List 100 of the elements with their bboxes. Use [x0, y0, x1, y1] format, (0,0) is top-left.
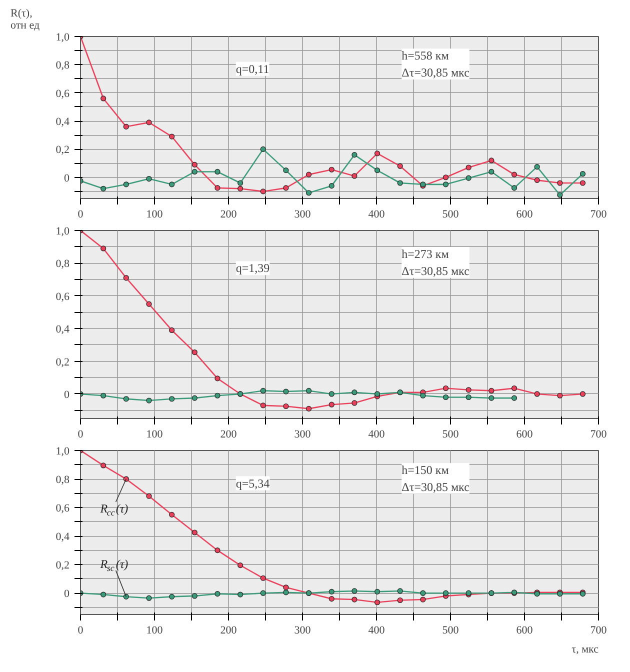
point: [352, 152, 358, 158]
point: [511, 385, 518, 392]
point: [192, 162, 198, 168]
point: [283, 584, 289, 590]
point: [214, 392, 220, 398]
point: [557, 392, 563, 398]
x-tick-label: 500: [442, 428, 460, 440]
point: [352, 390, 358, 396]
point: [580, 391, 586, 397]
point: [397, 588, 403, 594]
point: [192, 395, 198, 401]
point: [466, 175, 472, 181]
point: [352, 400, 358, 406]
point: [100, 186, 106, 192]
point: [123, 275, 129, 281]
annotation: q=1,39: [236, 261, 270, 276]
point: [214, 591, 220, 597]
point: [169, 327, 175, 334]
point: [192, 168, 198, 175]
y-tick-label: 0,8: [56, 60, 70, 72]
point: [328, 391, 334, 397]
point: [238, 562, 244, 568]
point: [352, 173, 358, 179]
point: [146, 398, 152, 404]
point: [488, 158, 494, 164]
x-tick-label: 400: [368, 208, 386, 220]
x-tick-label: 400: [368, 428, 386, 440]
point: [260, 188, 266, 194]
point: [192, 349, 198, 356]
point: [260, 590, 266, 596]
point: [100, 592, 106, 598]
y-tick-label: 0,4: [56, 324, 70, 336]
point: [214, 376, 220, 382]
point: [352, 588, 358, 594]
y-tick-label: 1,0: [56, 226, 70, 238]
point: [283, 403, 289, 410]
point: [169, 182, 175, 188]
point: [466, 387, 472, 393]
x-tick-label: 200: [220, 428, 238, 440]
point: [306, 406, 312, 412]
annotation: q=5,34: [236, 476, 270, 490]
point: [169, 512, 175, 518]
point: [100, 246, 106, 252]
point: [328, 588, 334, 594]
x-tick-label: 600: [516, 208, 534, 220]
x-tick-label: 100: [146, 428, 164, 440]
point: [420, 590, 426, 596]
point: [420, 392, 426, 398]
point: [328, 183, 334, 189]
x-tick-label: 300: [294, 624, 312, 636]
point: [169, 594, 175, 600]
point: [283, 168, 289, 174]
annotation: h=558 км Δτ=30,85 мкс: [402, 48, 470, 80]
x-tick-label: 0: [78, 624, 84, 636]
x-tick-label: 200: [220, 624, 238, 636]
x-tick-label: 500: [442, 208, 460, 220]
point: [534, 164, 540, 170]
point: [374, 391, 380, 397]
y-tick-label: 0,4: [56, 531, 70, 544]
point: [214, 168, 220, 175]
point: [238, 186, 244, 192]
point: [214, 548, 220, 554]
x-tick-label: 0: [78, 428, 84, 440]
point: [374, 150, 380, 156]
point: [260, 388, 266, 394]
point: [260, 402, 266, 408]
x-tick-label: 600: [516, 624, 534, 636]
point: [511, 185, 518, 191]
x-tick-label: 700: [590, 624, 608, 636]
point: [557, 180, 563, 186]
point: [283, 185, 289, 191]
point: [283, 388, 289, 394]
point: [306, 388, 312, 394]
x-tick-label: 500: [442, 624, 460, 636]
y-tick-label: 0,6: [56, 502, 70, 515]
x-tick-label: 300: [294, 208, 312, 220]
x-tick-label: 700: [590, 208, 608, 220]
point: [580, 171, 586, 177]
point: [328, 166, 334, 172]
point: [238, 592, 244, 598]
point: [146, 176, 152, 182]
point: [397, 180, 403, 186]
point: [192, 530, 198, 536]
point: [397, 597, 403, 604]
annotation: h=273 км Δτ=30,85 мкс: [402, 247, 470, 278]
point: [328, 402, 334, 408]
point: [466, 164, 472, 170]
point: [488, 168, 494, 175]
point: [557, 192, 563, 198]
point: [374, 600, 380, 606]
point: [374, 168, 380, 174]
point: [534, 391, 540, 397]
point: [488, 395, 494, 401]
x-tick-label: 300: [294, 428, 312, 440]
point: [442, 394, 449, 400]
point: [442, 385, 449, 392]
y-tick-label: 1,0: [56, 446, 70, 458]
x-axis-title: τ, мкс: [572, 644, 599, 656]
y-tick-label: 1,0: [56, 32, 70, 44]
point: [238, 180, 244, 186]
